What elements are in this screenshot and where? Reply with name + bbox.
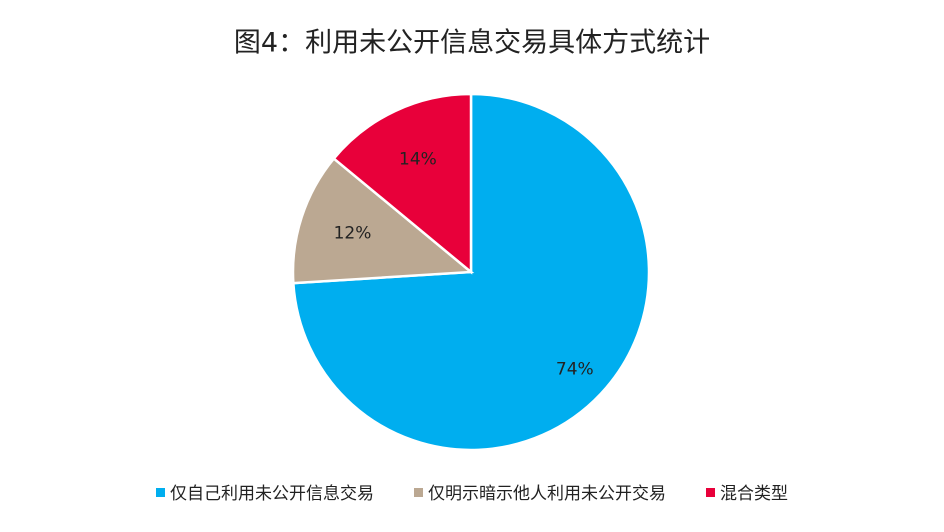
data-label: 14%	[399, 149, 437, 169]
pie-slice	[332, 92, 473, 275]
legend-marker	[706, 488, 715, 497]
data-label: 74%	[556, 359, 594, 379]
legend-label: 仅自己利用未公开信息交易	[170, 484, 374, 504]
pie-slice	[291, 156, 475, 285]
legend-marker	[156, 488, 165, 497]
data-label: 12%	[334, 223, 372, 243]
chart-title: 图4：利用未公开信息交易具体方式统计	[234, 28, 710, 59]
legend-marker	[414, 488, 423, 497]
legend-label: 混合类型	[720, 484, 788, 504]
legend-label: 仅明示暗示他人利用未公开交易	[428, 484, 666, 504]
